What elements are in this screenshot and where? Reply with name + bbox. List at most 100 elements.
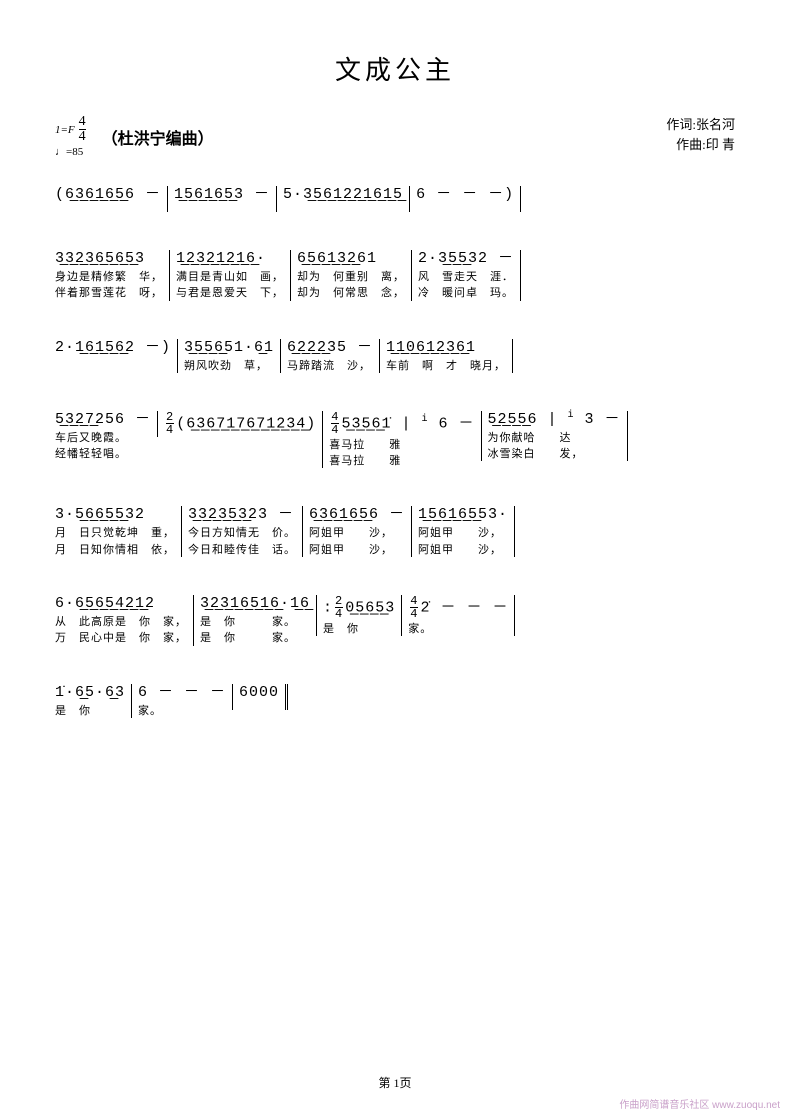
lyric-line: 冰雪染白 发， xyxy=(488,447,621,461)
lyric-line: 今日和睦传佳 话。 xyxy=(188,543,296,557)
bar: 1̲5̲6̲1̲6̲5̲53· 阿姐甲 沙， 阿姐甲 沙， xyxy=(411,506,515,557)
bar: 1̲1̲0̲6̲1̲2̲3̲6̲1 车前 啊 才 晓月， xyxy=(379,339,513,373)
notes: 442̇ － － － xyxy=(408,595,508,620)
notes: 2·1̲6̲1̲5̲6̲2 －) xyxy=(55,339,171,357)
bar: 6̲2̲2̲2̲35 － 马蹄踏流 沙， xyxy=(280,339,379,373)
bar: 5̲3̲2̲7̲256 － 车后又晚霞。经幡轻轻唱。 xyxy=(55,411,157,462)
score-line: 6·6̲5̲6̲5̲4̲2̲1̲2 从 此高原是 你 家， 万 民心中是 你 家， 3… xyxy=(55,595,735,646)
lyric-line: 月 日知你情相 依， xyxy=(55,543,175,557)
bar: 445̲3̲5̲6̲1̇ | i 6 －喜马拉 雅喜马拉 雅 xyxy=(322,411,480,469)
bar: :240̲5̲6̲5̲3 是 你 xyxy=(316,595,401,636)
lyric-line: 是 你 家。 xyxy=(200,631,310,645)
bar: (6̲3̲6̲1̲6̲5̲6 － xyxy=(55,186,167,212)
lyric-line: 家。 xyxy=(408,622,508,636)
notes: 3̲5̲5̲6̲51·6̲1 xyxy=(184,339,274,357)
lyric-line: 却为 何重别 离， xyxy=(297,270,405,284)
lyric-line: 满目是青山如 画， xyxy=(176,270,284,284)
lyric-line: 万 民心中是 你 家， xyxy=(55,631,187,645)
notes: 3̲2̲3̲1̲6̲5̲1̲6̲·1̲6̲ xyxy=(200,595,310,613)
lyric-line: 阿姐甲 沙， xyxy=(418,526,508,540)
notes: 1̲5̲6̲1̲6̲5̲53· xyxy=(418,506,508,524)
lyric-line: 从 此高原是 你 家， xyxy=(55,615,187,629)
notes: 6·6̲5̲6̲5̲4̲2̲1̲2 xyxy=(55,595,187,613)
score-line: 3̲3̲2̲3̲6̲5̲6̲5̲3 身边是精修繁 华， 伴着那雪莲花 呀， 1̲2̲3… xyxy=(55,250,735,301)
bar: 6000 xyxy=(232,684,288,710)
lyric-line: 阿姐甲 沙， xyxy=(309,526,405,540)
watermark: 作曲网简谱音乐社区 www.zuoqu.net xyxy=(619,1096,780,1111)
lyric-line: 经幡轻轻唱。 xyxy=(55,447,151,461)
notes: 3·5̲6̲6̲5̲5̲32 xyxy=(55,506,175,524)
lyric-line: 阿姐甲 沙， xyxy=(309,543,405,557)
lyric-line: 是 你 家。 xyxy=(200,615,310,629)
notes: 1̲2̲3̲2̲1̲2̲1̲6̲· xyxy=(176,250,284,268)
score-body: (6̲3̲6̲1̲6̲5̲6 －1̲5̲6̲1̲6̲5̲3 － 5·3̲5̲6̲1… xyxy=(55,186,735,718)
lyric-line: 家。 xyxy=(138,704,226,718)
bar: 1̲2̲3̲2̲1̲2̲1̲6̲· 满目是青山如 画， 与君是恩爱天 下， xyxy=(169,250,290,301)
notes: 1̇·6̲5·6̲3 xyxy=(55,684,125,702)
tempo: ♩=85 xyxy=(55,146,86,158)
bar: 3̲3̲2̲3̲5̲3̲23 － 今日方知情无 价。今日和睦传佳 话。 xyxy=(181,506,302,557)
bar: 6̲3̲6̲1̲6̲5̲6 － 阿姐甲 沙， 阿姐甲 沙， xyxy=(302,506,411,557)
notes: 6000 xyxy=(239,684,279,702)
lyric-line: 马蹄踏流 沙， xyxy=(287,359,373,373)
lyric-line: 是 你 xyxy=(323,622,395,636)
page-footer: 第 1页 xyxy=(0,1074,790,1091)
bar: 1̲5̲6̲1̲6̲5̲3 － xyxy=(167,186,276,212)
notes: 3̲3̲2̲3̲5̲3̲23 － xyxy=(188,506,296,524)
key-signature: 1=F xyxy=(55,124,75,136)
notes: 6 － － － xyxy=(138,684,226,702)
bar: 5̲2̲5̲5̲6 | i 3 － 为你献哈 达冰雪染白 发， xyxy=(481,411,628,462)
notes: 6̲3̲6̲1̲6̲5̲6 － xyxy=(309,506,405,524)
composer: 作曲:印 青 xyxy=(666,135,735,155)
notes: 445̲3̲5̲6̲1̇ | i 6 － xyxy=(329,411,474,436)
lyric-line: 今日方知情无 价。 xyxy=(188,526,296,540)
notes: 6̲2̲2̲2̲35 － xyxy=(287,339,373,357)
credits: 作词:张名河 作曲:印 青 xyxy=(666,115,735,154)
notes: :240̲5̲6̲5̲3 xyxy=(323,595,395,620)
notes: 6 － － －) xyxy=(416,186,514,204)
bar: 3̲5̲5̲6̲51·6̲1 朔风吹劲 草， xyxy=(177,339,280,373)
lyric-line: 车前 啊 才 晓月， xyxy=(386,359,506,373)
lyric-line: 朔风吹劲 草， xyxy=(184,359,274,373)
lyric-line: 风 雪走天 涯． xyxy=(418,270,514,284)
score-line: 2·1̲6̲1̲5̲6̲2 －) 3̲5̲5̲6̲51·6̲1 朔风吹劲 草， 6̲2… xyxy=(55,339,735,373)
bar: 3̲3̲2̲3̲6̲5̲6̲5̲3 身边是精修繁 华， 伴着那雪莲花 呀， xyxy=(55,250,169,301)
lyric-line: 喜马拉 雅 xyxy=(329,438,474,452)
bar: 6·6̲5̲6̲5̲4̲2̲1̲2 从 此高原是 你 家， 万 民心中是 你 家， xyxy=(55,595,193,646)
lyricist: 作词:张名河 xyxy=(666,115,735,135)
bar: 1̇·6̲5·6̲3 是 你 xyxy=(55,684,131,718)
score-line: (6̲3̲6̲1̲6̲5̲6 －1̲5̲6̲1̲6̲5̲3 － 5·3̲5̲6̲1… xyxy=(55,186,735,212)
bar: 6 － － － 家。 xyxy=(131,684,232,718)
lyric-line: 月 日只觉乾坤 重， xyxy=(55,526,175,540)
notes: 2·3̲5̲5̲32 － xyxy=(418,250,514,268)
lyric-line: 是 你 xyxy=(55,704,125,718)
score-line: 1̇·6̲5·6̲3 是 你 6 － － － 家。 6000 xyxy=(55,684,735,718)
lyric-line: 伴着那雪莲花 呀， xyxy=(55,286,163,300)
bar: 6 － － －) xyxy=(409,186,521,212)
bar: 5·3̲5̲6̲1̲2̲2̲1̲6̲1̲5̲ xyxy=(276,186,409,212)
lyric-line: 冷 暖问卓 玛。 xyxy=(418,286,514,300)
notes: 24(6̲3̲6̲7̲1̲7̲6̲7̲1̲2̲3̲4̲) xyxy=(164,411,316,436)
lyric-line: 与君是恩爱天 下， xyxy=(176,286,284,300)
notes: 6̲5̲6̲1̲3̲2̲61 xyxy=(297,250,405,268)
bar: 442̇ － － － 家。 xyxy=(401,595,515,636)
lyric-line: 却为 何常思 念， xyxy=(297,286,405,300)
lyric-line: 阿姐甲 沙， xyxy=(418,543,508,557)
bar: 3̲2̲3̲1̲6̲5̲1̲6̲·1̲6̲ 是 你 家。是 你 家。 xyxy=(193,595,316,646)
bar: 24(6̲3̲6̲7̲1̲7̲6̲7̲1̲2̲3̲4̲) xyxy=(157,411,322,437)
lyric-line: 身边是精修繁 华， xyxy=(55,270,163,284)
lyric-line: 喜马拉 雅 xyxy=(329,454,474,468)
bar: 2·3̲5̲5̲32 － 风 雪走天 涯． 冷 暖问卓 玛。 xyxy=(411,250,521,301)
bar: 6̲5̲6̲1̲3̲2̲61 却为 何重别 离， 却为 何常思 念， xyxy=(290,250,411,301)
notes: 3̲3̲2̲3̲6̲5̲6̲5̲3 xyxy=(55,250,163,268)
notes: 5̲3̲2̲7̲256 － xyxy=(55,411,151,429)
lyric-line: 为你献哈 达 xyxy=(488,431,621,445)
lyric-line: 车后又晚霞。 xyxy=(55,431,151,445)
notes: 1̲1̲0̲6̲1̲2̲3̲6̲1 xyxy=(386,339,506,357)
header: 1=F 4 4 ♩=85 （杜洪宁编曲） 作词:张名河 作曲:印 青 xyxy=(55,115,735,158)
notes: 5·3̲5̲6̲1̲2̲2̲1̲6̲1̲5̲ xyxy=(283,186,403,204)
arranger: （杜洪宁编曲） xyxy=(102,125,214,149)
song-title: 文成公主 xyxy=(55,50,735,87)
notes: 5̲2̲5̲5̲6 | i 3 － xyxy=(488,411,621,429)
time-signature: 4 4 xyxy=(79,115,86,144)
